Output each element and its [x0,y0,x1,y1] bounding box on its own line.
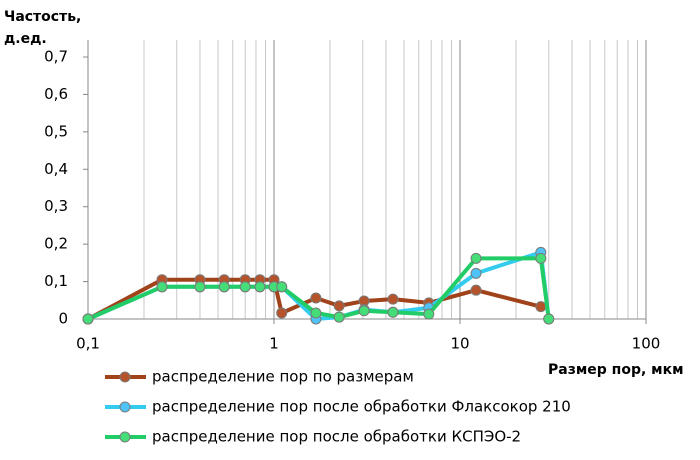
point [333,311,345,323]
point [333,300,345,312]
point [423,308,435,320]
point [470,267,482,279]
legend-label: распределение пор после обработки Флаксо… [152,398,571,416]
point [276,307,288,319]
y-axis-label: Частость, д.ед. [4,9,82,47]
y-tick-label: 0,3 [44,197,68,215]
point [543,313,555,325]
point [535,301,547,313]
legend-marker [119,371,131,383]
legend-label: распределение пор после обработки КСПЭО-… [152,428,521,446]
y-tick-label: 0,7 [44,48,68,66]
point [387,306,399,318]
y-tick-label: 0,2 [44,235,68,253]
point [156,281,168,293]
point [470,284,482,296]
x-tick-label: 10 [450,335,469,353]
y-tick-label: 0,6 [44,85,68,103]
point [535,252,547,264]
legend-marker [119,431,131,443]
point [218,281,230,293]
point [82,313,94,325]
point [310,292,322,304]
y-tick-label: 0,1 [44,272,68,290]
x-axis-label: Размер пор, мкм [548,362,684,378]
x-tick-label: 0,1 [76,335,100,353]
point [239,281,251,293]
x-tick-label: 100 [632,335,661,353]
legend-marker [119,401,131,413]
point [387,293,399,305]
point [276,281,288,293]
point [254,281,266,293]
point [310,307,322,319]
point [470,252,482,264]
x-tick-label: 1 [269,335,279,353]
legend-label: распределение пор по размерам [152,368,414,386]
y-tick-label: 0,4 [44,160,68,178]
point [358,305,370,317]
y-tick-label: 0,5 [44,122,68,140]
point [194,281,206,293]
y-tick-label: 0 [58,310,68,328]
series-line [87,256,551,321]
